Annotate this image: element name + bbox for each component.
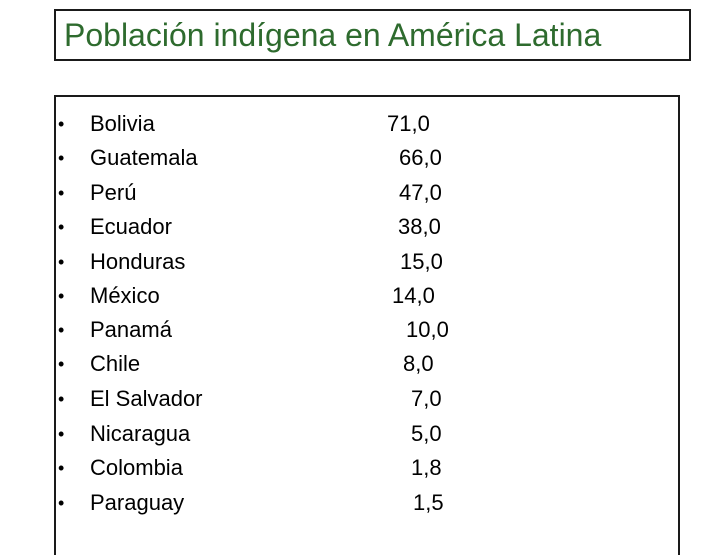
country-name: Ecuador	[90, 214, 172, 239]
bullet: •	[58, 458, 65, 478]
list-item: • México 14,0	[56, 279, 678, 313]
title-box: Población indígena en América Latina	[54, 9, 691, 61]
slide-title: Población indígena en América Latina	[64, 16, 602, 53]
list-item: • Honduras 15,0	[56, 245, 678, 279]
country-name: El Salvador	[90, 386, 203, 411]
list-item: • Perú 47,0	[56, 176, 678, 210]
bullet: •	[58, 493, 65, 513]
country-name: Honduras	[90, 249, 186, 274]
bullet: •	[58, 148, 65, 168]
country-value: 1,5	[413, 490, 444, 515]
list-item: • Chile 8,0	[56, 347, 678, 381]
country-name: Colombia	[90, 455, 183, 480]
country-value: 5,0	[411, 421, 442, 446]
content-box: • Bolivia 71,0 • Guatemala 66,0 • Perú 4…	[54, 95, 680, 555]
list-item: • Bolivia 71,0	[56, 107, 678, 141]
bullet: •	[58, 252, 65, 272]
country-value: 1,8	[411, 455, 442, 480]
bullet: •	[58, 354, 65, 374]
country-name: Guatemala	[90, 145, 198, 170]
bullet: •	[58, 389, 65, 409]
country-value: 7,0	[411, 386, 442, 411]
country-value: 71,0	[387, 111, 430, 136]
bullet: •	[58, 217, 65, 237]
country-value: 10,0	[406, 317, 449, 342]
bullet: •	[58, 183, 65, 203]
country-name: Perú	[90, 180, 137, 205]
country-name: Paraguay	[90, 490, 185, 515]
country-name: Panamá	[90, 317, 172, 342]
list-item: • Panamá 10,0	[56, 313, 678, 347]
country-value: 38,0	[398, 214, 441, 239]
country-value: 8,0	[403, 351, 434, 376]
country-value: 47,0	[399, 180, 442, 205]
country-value: 15,0	[400, 249, 443, 274]
country-name: Chile	[90, 351, 141, 376]
country-value: 14,0	[392, 283, 435, 308]
list-item: • Guatemala 66,0	[56, 141, 678, 175]
country-name: Bolivia	[90, 111, 155, 136]
country-name: México	[90, 283, 160, 308]
list-item: • El Salvador 7,0	[56, 382, 678, 416]
country-name: Nicaragua	[90, 421, 191, 446]
bullet: •	[58, 114, 65, 134]
bullet: •	[58, 320, 65, 340]
list-item: • Nicaragua 5,0	[56, 417, 678, 451]
list-item: • Ecuador 38,0	[56, 210, 678, 244]
country-value: 66,0	[399, 145, 442, 170]
bullet: •	[58, 424, 65, 444]
list-item: • Paraguay 1,5	[56, 486, 678, 520]
bullet: •	[58, 286, 65, 306]
list-item: • Colombia 1,8	[56, 451, 678, 485]
